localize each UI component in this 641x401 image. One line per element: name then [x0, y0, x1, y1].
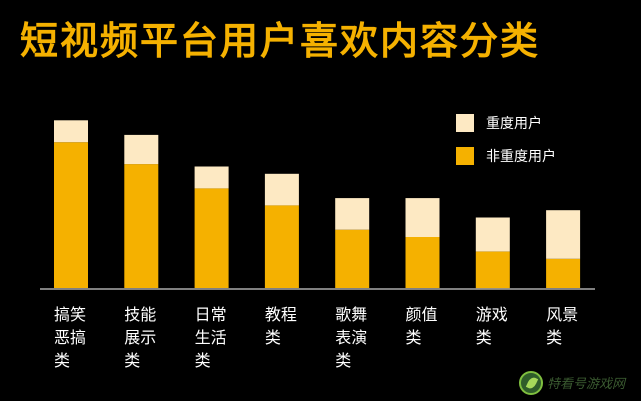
bar-segment-heavy-4 — [264, 173, 299, 206]
bar-segment-heavy-7 — [475, 217, 510, 252]
category-label-1: 搞笑恶搞类 — [54, 305, 86, 370]
bars-layer — [54, 120, 581, 289]
bar-segment-heavy-5 — [335, 198, 370, 230]
bar-segment-heavy-3 — [194, 166, 229, 189]
leaf-logo-icon — [519, 371, 543, 395]
bar-segment-heavy-6 — [405, 198, 440, 237]
chart-title: 短视频平台用户喜欢内容分类 — [20, 19, 541, 63]
category-label-6: 颜值类 — [406, 305, 438, 347]
bar-segment-regular-1 — [54, 142, 88, 288]
bar-segment-regular-6 — [405, 237, 440, 288]
bar-segment-regular-7 — [475, 251, 510, 289]
category-labels: 搞笑恶搞类 技能展示类 日常生活类 教程类 歌舞表演类 颜值类 游戏类 风景类 — [54, 305, 578, 370]
category-label-8: 风景类 — [546, 305, 578, 347]
legend-swatch-heavy — [456, 114, 474, 132]
legend-swatch-regular — [456, 147, 474, 165]
category-label-3: 日常生活类 — [195, 305, 227, 370]
category-label-5: 歌舞表演类 — [335, 305, 367, 370]
legend-label-heavy: 重度用户 — [486, 115, 542, 132]
category-label-4: 教程类 — [265, 305, 297, 347]
category-label-7: 游戏类 — [476, 305, 508, 347]
watermark: 特看号游戏网 — [519, 370, 635, 396]
bar-segment-regular-8 — [546, 258, 581, 288]
bar-segment-regular-2 — [124, 164, 159, 288]
watermark-text: 特看号游戏网 — [547, 377, 626, 392]
bar-segment-regular-3 — [194, 188, 229, 288]
legend-label-regular: 非重度用户 — [486, 148, 556, 165]
bar-segment-heavy-8 — [546, 210, 581, 259]
bar-segment-heavy-1 — [54, 120, 88, 143]
bar-segment-heavy-2 — [124, 134, 159, 165]
bar-segment-regular-5 — [335, 229, 370, 288]
category-label-2: 技能展示类 — [124, 305, 156, 370]
bar-segment-regular-4 — [264, 205, 299, 288]
